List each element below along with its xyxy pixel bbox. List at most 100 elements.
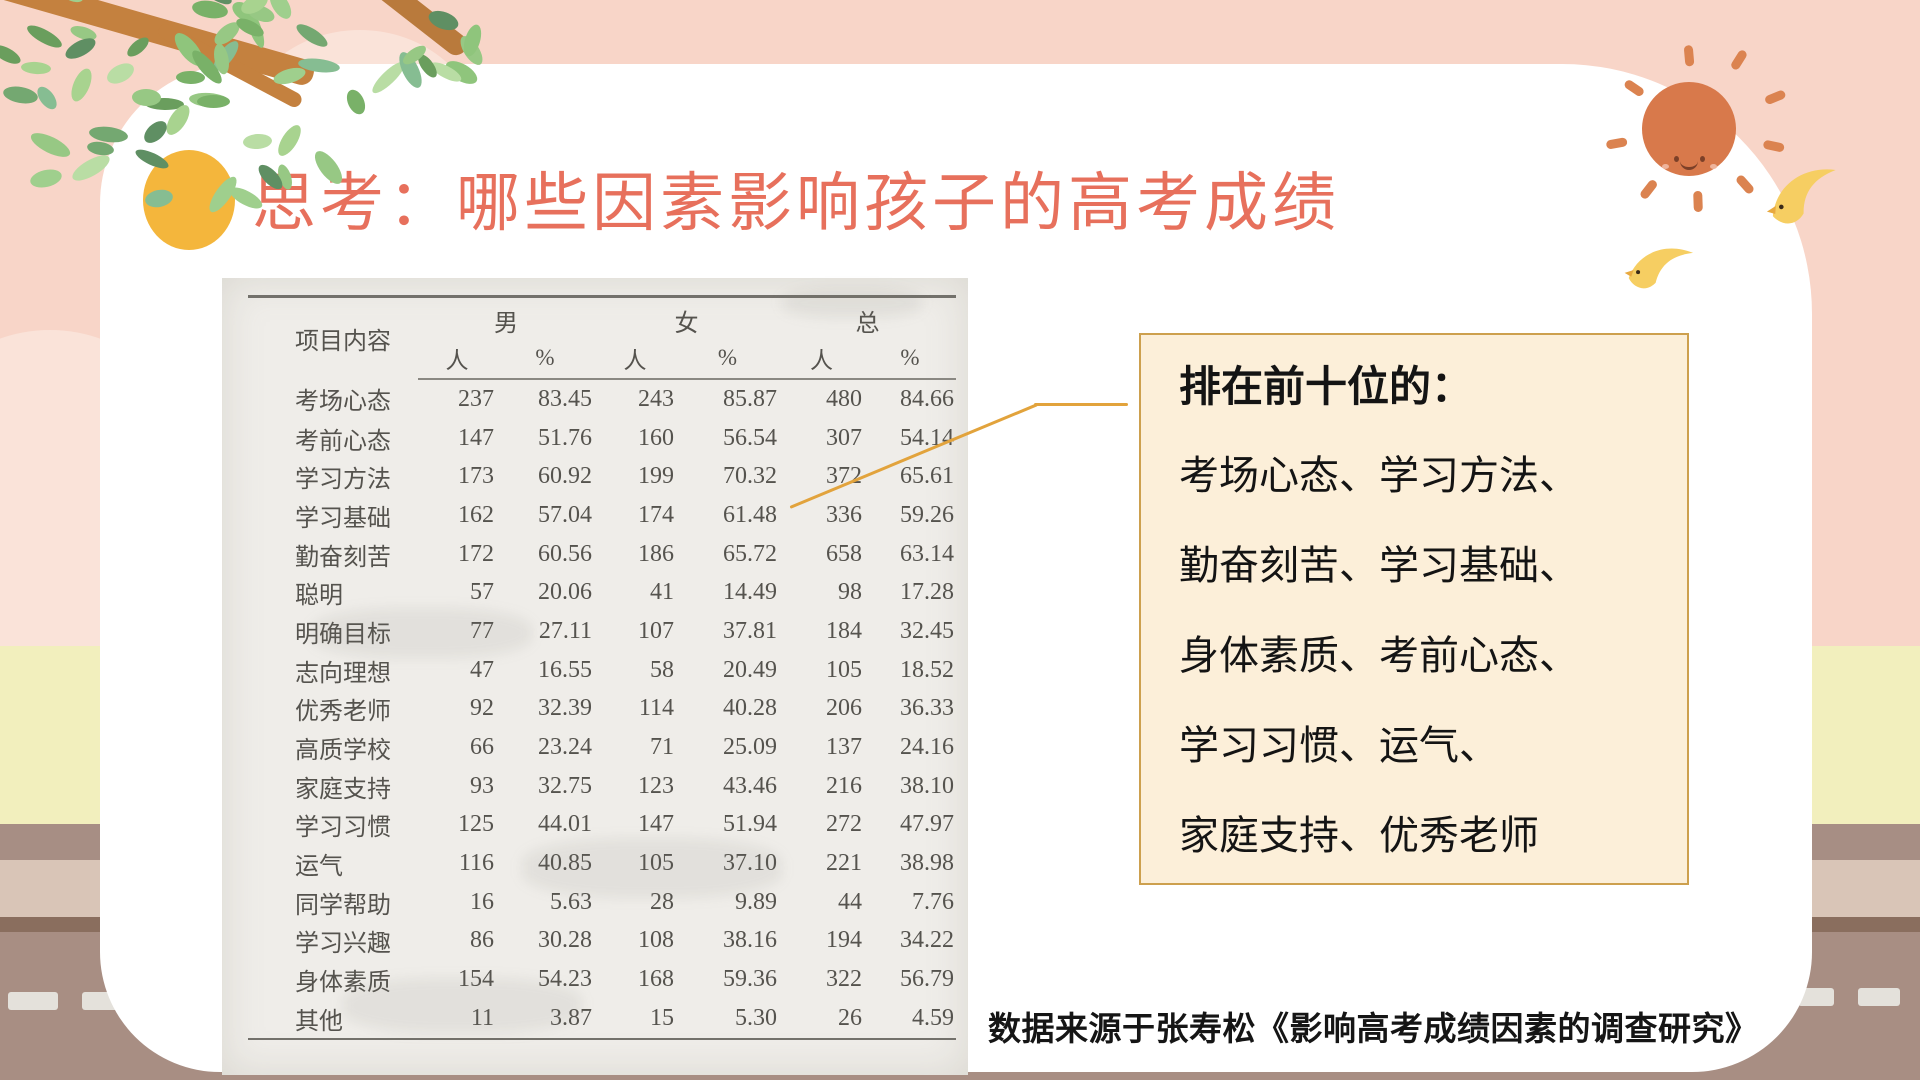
table-cell: 16.55 — [538, 656, 592, 683]
table-cell: 237 — [458, 385, 494, 412]
table-cell: 66 — [470, 734, 494, 761]
sun-face — [1710, 164, 1717, 169]
table-cell: 105 — [638, 850, 674, 877]
table-group-header-total: 总 — [855, 311, 880, 337]
table-sub-header: % — [676, 338, 779, 380]
leaf — [28, 166, 64, 191]
row-label: 学习习惯 — [295, 815, 391, 842]
table-cell: 34.22 — [900, 927, 954, 954]
row-label: 家庭支持 — [295, 776, 391, 803]
table-cell: 37.10 — [723, 850, 777, 877]
table-row: 其他 11 3.87 15 5.30 26 4.59 — [248, 999, 956, 1040]
sun-ray — [1638, 178, 1659, 201]
table-cell: 16 — [470, 888, 494, 915]
row-label: 运气 — [295, 854, 343, 881]
table-cell: 47 — [470, 656, 494, 683]
sun-face — [1674, 156, 1679, 162]
table-cell: 59.36 — [723, 966, 777, 993]
row-label: 其他 — [248, 999, 418, 1040]
lane-dash — [8, 992, 58, 1010]
table-cell: 86 — [470, 927, 494, 954]
table-cell: 36.33 — [900, 695, 954, 722]
table-cell: 14.49 — [723, 579, 777, 606]
table-cell: 116 — [458, 850, 494, 877]
sun-face — [1662, 164, 1669, 169]
row-label: 高质学校 — [295, 738, 391, 765]
table-cell: 47.97 — [900, 811, 954, 838]
row-label: 考场心态 — [295, 389, 391, 416]
survey-table: 项目内容 男 女 总 人% 人% 人% 考场心态 237 83.45 243 85.87 48… — [248, 295, 956, 1040]
callout-heading: 排在前十位的： — [1179, 363, 1474, 410]
row-label: 考前心态 — [295, 428, 391, 455]
table-cell: 194 — [826, 927, 862, 954]
table-cell: 107 — [638, 617, 674, 644]
table-cell: 32.75 — [538, 772, 592, 799]
table-cell: 38.98 — [900, 850, 954, 877]
leaf — [143, 187, 175, 210]
table-cell: 4.59 — [864, 999, 956, 1040]
leaf — [133, 145, 171, 173]
table-cell: 54.23 — [538, 966, 592, 993]
table-cell: 243 — [638, 385, 674, 412]
leaf — [293, 20, 331, 51]
table-cell: 20.49 — [723, 656, 777, 683]
row-label: 勤奋刻苦 — [295, 544, 391, 571]
table-row: 运气 116 40.85 105 37.10 221 38.98 — [248, 844, 956, 883]
table-cell: 38.10 — [900, 772, 954, 799]
table-row: 明确目标 77 27.11 107 37.81 184 32.45 — [248, 612, 956, 651]
table-row: 考场心态 237 83.45 243 85.87 480 84.66 — [248, 379, 956, 419]
table-group-header-male: 男 — [494, 311, 518, 337]
row-label: 聪明 — [295, 583, 343, 610]
table-cell: 11 — [418, 999, 496, 1040]
sun-face — [1680, 158, 1698, 170]
callout-line: 家庭支持、优秀老师 — [1179, 814, 1539, 858]
table-cell: 18.52 — [900, 656, 954, 683]
table-row: 优秀老师 92 32.39 114 40.28 206 36.33 — [248, 690, 956, 729]
table-cell: 84.66 — [900, 385, 954, 412]
table-cell: 65.61 — [900, 463, 954, 490]
row-label: 明确目标 — [295, 621, 391, 648]
callout-line: 勤奋刻苦、学习基础、 — [1179, 544, 1579, 588]
table-cell: 154 — [458, 966, 494, 993]
page-title: 思考：哪些因素影响孩子的高考成绩 — [252, 168, 1340, 239]
table-sub-header: % — [496, 338, 594, 380]
sun-ray — [1683, 44, 1695, 67]
table-cell: 44 — [838, 888, 862, 915]
citation-text: 数据来源于张寿松《影响高考成绩因素的调查研究》 — [988, 1010, 1759, 1047]
leaf — [1, 84, 40, 106]
table-cell: 38.16 — [723, 927, 777, 954]
table-cell: 32.39 — [538, 695, 592, 722]
table-cell: 160 — [638, 424, 674, 451]
callout-line: 考场心态、学习方法、 — [1179, 454, 1579, 498]
table-cell: 77 — [470, 617, 494, 644]
leaf — [24, 21, 65, 52]
table-cell: 71 — [650, 734, 674, 761]
table-cell: 57 — [470, 579, 494, 606]
table-cell: 125 — [458, 811, 494, 838]
sun-face — [1700, 156, 1705, 162]
table-cell: 5.30 — [676, 999, 779, 1040]
table-cell: 57.04 — [538, 501, 592, 528]
table-cell: 98 — [838, 579, 862, 606]
table-cell: 43.46 — [723, 772, 777, 799]
table-cell: 83.45 — [538, 385, 592, 412]
table-cell: 32.45 — [900, 617, 954, 644]
table-cell: 272 — [826, 811, 862, 838]
table-cell: 3.87 — [496, 999, 594, 1040]
sun-ray — [1729, 48, 1749, 72]
table-cell: 114 — [638, 695, 674, 722]
table-cell: 27.11 — [538, 617, 592, 644]
table-cell: 70.32 — [723, 463, 777, 490]
table-cell: 65.72 — [723, 540, 777, 567]
table-cell: 30.28 — [538, 927, 592, 954]
table-cell: 26 — [779, 999, 864, 1040]
bird-icon — [1766, 169, 1836, 224]
leaf — [197, 95, 230, 108]
row-label: 学习兴趣 — [295, 931, 391, 958]
table-cell: 206 — [826, 695, 862, 722]
table-cell: 658 — [826, 540, 862, 567]
callout-line: 学习习惯、运气、 — [1179, 724, 1499, 768]
table-cell: 56.79 — [900, 966, 954, 993]
table-cell: 137 — [826, 734, 862, 761]
